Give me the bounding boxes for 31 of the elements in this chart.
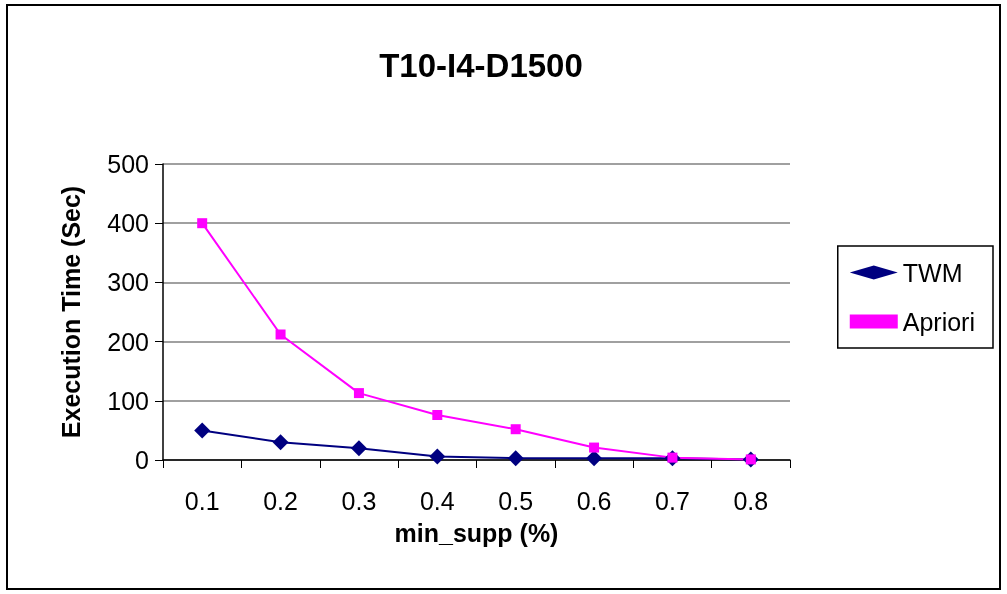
point (197, 218, 208, 229)
x-tick-label: 0.6 (576, 486, 612, 515)
y-tick-label: 300 (107, 268, 149, 297)
chart-title: T10-I4-D1500 (379, 47, 583, 84)
x-tick-label: 0.5 (498, 486, 534, 515)
point (350, 440, 367, 457)
point (194, 422, 211, 439)
x-tick-label: 0.1 (184, 486, 220, 515)
legend-label: TWM (902, 258, 963, 287)
x-tick-label: 0.3 (341, 486, 377, 515)
y-tick-label: 200 (107, 327, 149, 356)
point (507, 450, 524, 467)
point (353, 388, 364, 399)
legend-label: Apriori (902, 307, 976, 336)
x-axis-title: min_supp (%) (394, 518, 559, 547)
point (589, 442, 600, 453)
y-axis-title: Execution Time (Sec) (56, 185, 85, 439)
point (432, 410, 443, 421)
y-tick-label: 400 (107, 209, 149, 238)
point (510, 424, 521, 435)
y-tick-label: 500 (107, 150, 149, 178)
x-tick-label: 0.7 (655, 486, 690, 515)
x-tick-label: 0.8 (733, 486, 769, 515)
point (586, 450, 603, 467)
y-tick-label: 0 (135, 446, 149, 474)
point (275, 329, 286, 340)
point (272, 434, 289, 451)
point (429, 448, 446, 465)
x-tick-label: 0.2 (263, 486, 298, 515)
y-tick-label: 100 (107, 386, 149, 415)
x-tick-label: 0.4 (419, 486, 455, 515)
